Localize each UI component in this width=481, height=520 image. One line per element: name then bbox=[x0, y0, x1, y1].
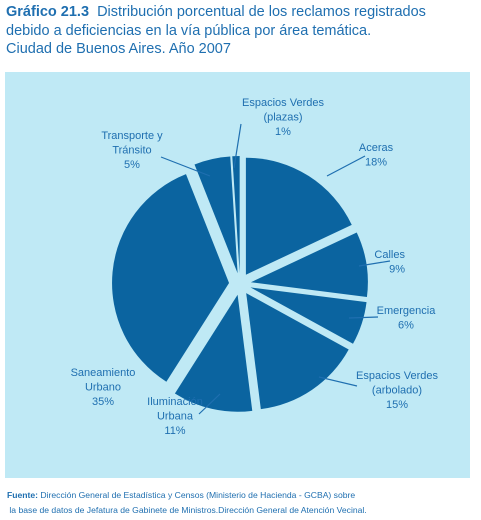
title-line-1: Distribución porcentual de los reclamos … bbox=[97, 4, 426, 20]
source-line-2: la base de datos de Jefatura de Gabinete… bbox=[9, 505, 367, 515]
slice-label-8: Espacios Verdes (plazas) 1% bbox=[242, 97, 324, 138]
title-line-3: Ciudad de Buenos Aires. Año 2007 bbox=[6, 41, 231, 57]
leader-line-4 bbox=[318, 376, 358, 387]
pie-slice-1 bbox=[245, 157, 352, 275]
source-note: Fuente: Dirección General de Estadística… bbox=[7, 488, 477, 518]
pie-slice-6 bbox=[112, 174, 230, 382]
slice-label-7: Transporte y Tránsito 5% bbox=[101, 130, 163, 171]
slice-label-2: Calles 9% bbox=[374, 249, 405, 276]
leader-line-7 bbox=[160, 156, 211, 177]
leader-line-3 bbox=[348, 316, 379, 319]
title-line-2: debido a deficiencias en la vía pública … bbox=[6, 22, 372, 39]
pie-slice-4 bbox=[246, 293, 349, 410]
pie-slice-3 bbox=[250, 287, 367, 344]
source-label: Fuente: bbox=[7, 490, 39, 500]
leader-line-2 bbox=[358, 260, 391, 267]
leader-line-5 bbox=[198, 393, 221, 415]
pie-slice-8 bbox=[232, 156, 240, 274]
source-line-1: Dirección General de Estadística y Censo… bbox=[38, 490, 356, 500]
leader-line-1 bbox=[326, 155, 366, 177]
slice-label-5: Iluminación Urbana 11% bbox=[147, 396, 203, 437]
pie-chart: Aceras 18% Calles 9% Emergencia 6% Espacios Ve… bbox=[71, 97, 439, 437]
slice-label-1: Aceras 18% bbox=[359, 142, 394, 169]
leader-line-8 bbox=[233, 123, 242, 169]
pie-slice-7 bbox=[194, 156, 238, 274]
chart-panel: Aceras 18% Calles 9% Emergencia 6% Espacios Ve… bbox=[5, 72, 470, 478]
chart-title: Gráfico 21.3 Distribución porcentual de … bbox=[6, 3, 476, 59]
slice-label-6: Saneamiento Urbano 35% bbox=[71, 367, 136, 408]
pie-slice-5 bbox=[174, 294, 253, 412]
slice-label-4: Espacios Verdes (arbolado) 15% bbox=[356, 370, 438, 411]
figure-number: Gráfico 21.3 bbox=[6, 4, 90, 20]
slice-label-3: Emergencia 6% bbox=[377, 305, 437, 332]
pie-slice-2 bbox=[250, 232, 368, 297]
